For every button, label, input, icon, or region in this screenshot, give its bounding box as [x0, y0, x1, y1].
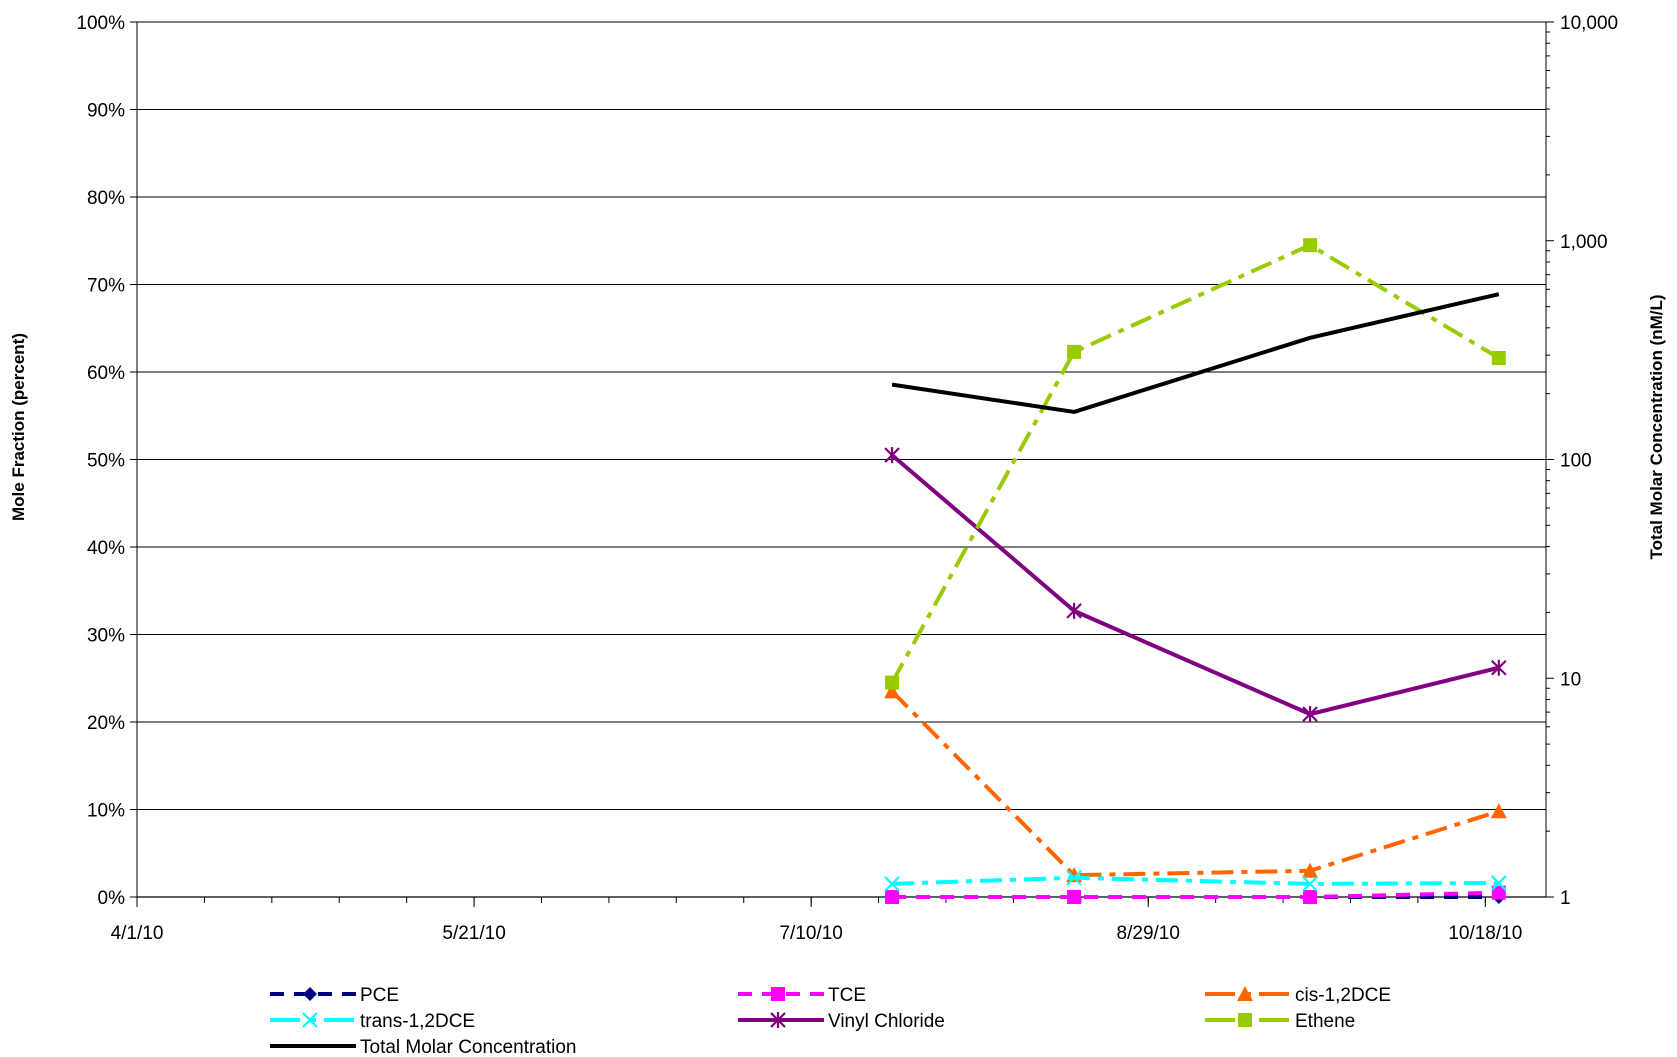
- legend-marker: [303, 987, 317, 1001]
- series-cis-1-2dce: [884, 683, 1507, 883]
- y-tick-label: 40%: [87, 538, 125, 559]
- series-lines: [884, 238, 1507, 904]
- y-axis-title: Mole Fraction (percent): [9, 333, 28, 521]
- y-tick-label: 70%: [87, 276, 125, 297]
- legend-label: TCE: [828, 985, 866, 1006]
- x-tick-label: 7/10/10: [779, 923, 842, 944]
- y-tick-label: 50%: [87, 451, 125, 472]
- data-point: [1491, 885, 1506, 900]
- axes: 0% 10% 20% 30% 40% 50% 60% 70% 80% 90% 100% 1 10 100 1…: [76, 13, 1618, 944]
- x-tick-label: 8/29/10: [1117, 923, 1180, 944]
- legend: PCE TCE cis-1,2DCE trans-1,2DCE Vinyl Chlori…: [270, 985, 1391, 1057]
- data-point: [1491, 351, 1506, 365]
- data-point: [1491, 659, 1507, 676]
- data-point: [1302, 876, 1318, 892]
- series-line: [890, 453, 1500, 717]
- data-point: [1067, 890, 1082, 904]
- y2-axis-title: Total Molar Concentration (nM/L): [1647, 294, 1666, 559]
- legend-item-cis-1-2dce: cis-1,2DCE: [1205, 985, 1391, 1006]
- series-line: [890, 243, 1500, 684]
- y-tick-label: 90%: [87, 101, 125, 122]
- y-tick-label: 30%: [87, 626, 125, 647]
- x-tick-label: 4/1/10: [111, 923, 164, 944]
- legend-item-vinyl-chloride: Vinyl Chloride: [738, 1011, 945, 1032]
- legend-label: PCE: [360, 985, 399, 1006]
- y2-tick-label: 100: [1560, 451, 1592, 472]
- legend-item-pce: PCE: [270, 985, 399, 1006]
- data-point: [884, 876, 900, 892]
- y-tick-label: 10%: [87, 801, 125, 822]
- data-point: [885, 890, 900, 904]
- y2-tick-label: 1,000: [1560, 232, 1608, 253]
- y2-tick-label: 10,000: [1560, 13, 1618, 34]
- data-point: [1066, 869, 1082, 886]
- y-tick-label: 60%: [87, 363, 125, 384]
- legend-marker: [1238, 1013, 1252, 1027]
- series-tce: [885, 885, 1506, 904]
- data-point: [1303, 890, 1318, 904]
- y-tick-label: 100%: [76, 13, 125, 34]
- data-point: [884, 447, 900, 464]
- legend-item-ethene: Ethene: [1205, 1011, 1355, 1032]
- legend-item-trans-1-2dce: trans-1,2DCE: [270, 1011, 475, 1032]
- data-point: [1490, 803, 1507, 819]
- legend-marker: [302, 1012, 318, 1028]
- gridlines: [137, 21, 1546, 898]
- x-tick-label: 5/21/10: [442, 923, 505, 944]
- y2-tick-label: 1: [1560, 888, 1571, 909]
- legend-label: Ethene: [1295, 1011, 1355, 1032]
- series-ethene: [885, 238, 1506, 690]
- legend-item-total-molar-concentration: Total Molar Concentration: [270, 1037, 577, 1057]
- series-total-molar-concentration: [891, 292, 1500, 414]
- legend-label: Vinyl Chloride: [828, 1011, 945, 1032]
- legend-label: Total Molar Concentration: [360, 1037, 577, 1057]
- y-tick-label: 80%: [87, 188, 125, 209]
- y2-tick-label: 10: [1560, 669, 1581, 690]
- legend-item-tce: TCE: [738, 985, 866, 1006]
- legend-label: cis-1,2DCE: [1295, 985, 1391, 1006]
- legend-label: trans-1,2DCE: [360, 1011, 475, 1032]
- data-point: [1066, 602, 1082, 619]
- data-point: [1067, 344, 1082, 359]
- series-vinyl-chloride: [884, 447, 1507, 723]
- legend-marker: [770, 1012, 786, 1028]
- x-tick-label: 10/18/10: [1448, 923, 1522, 944]
- data-point: [1302, 862, 1319, 878]
- data-point: [884, 683, 901, 699]
- series-line: [890, 689, 1500, 878]
- y-tick-label: 20%: [87, 713, 125, 734]
- data-point: [885, 675, 900, 690]
- series-trans-1-2dce: [884, 869, 1507, 892]
- legend-marker: [1237, 986, 1253, 1001]
- y-tick-label: 0%: [98, 888, 126, 909]
- legend-marker: [771, 987, 785, 1001]
- data-point: [1491, 875, 1507, 891]
- series-line: [891, 875, 1499, 886]
- series-line: [891, 292, 1500, 414]
- series-line: [892, 890, 1499, 899]
- data-point: [1303, 238, 1318, 253]
- data-point: [1302, 706, 1318, 723]
